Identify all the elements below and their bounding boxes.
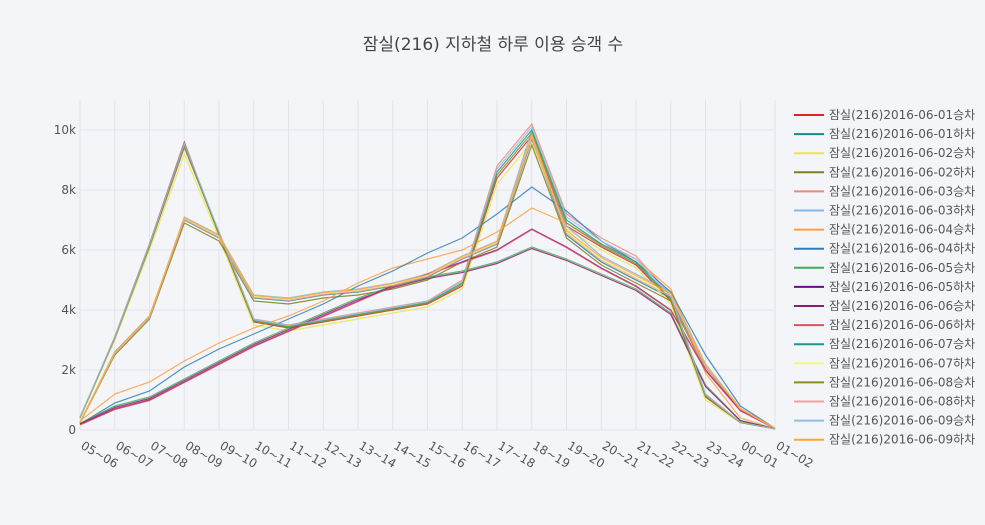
legend-item[interactable]: 잠실(216)2016-06-02승차: [794, 146, 975, 160]
legend-item[interactable]: 잠실(216)2016-06-09하차: [794, 433, 975, 447]
grid: [79, 100, 776, 431]
legend-label: 잠실(216)2016-06-02하차: [829, 165, 975, 179]
legend-label: 잠실(216)2016-06-06하차: [829, 318, 975, 332]
legend-item[interactable]: 잠실(216)2016-06-04승차: [794, 223, 975, 237]
legend-label: 잠실(216)2016-06-01하차: [829, 127, 975, 141]
legend-label: 잠실(216)2016-06-01승차: [829, 108, 975, 122]
legend-item[interactable]: 잠실(216)2016-06-07하차: [794, 356, 975, 370]
legend-item[interactable]: 잠실(216)2016-06-04하차: [794, 242, 975, 256]
legend-label: 잠실(216)2016-06-03하차: [829, 204, 975, 218]
legend-item[interactable]: 잠실(216)2016-06-08승차: [794, 375, 975, 389]
series-line: [79, 186, 776, 429]
legend-item[interactable]: 잠실(216)2016-06-02하차: [794, 165, 975, 179]
y-tick-label: 6k: [61, 243, 76, 257]
legend-item[interactable]: 잠실(216)2016-06-09승차: [794, 414, 975, 428]
series-line: [79, 140, 776, 430]
y-tick-label: 4k: [61, 303, 76, 317]
legend-label: 잠실(216)2016-06-08하차: [829, 395, 975, 409]
legend[interactable]: 잠실(216)2016-06-01승차잠실(216)2016-06-01하차잠실…: [794, 108, 975, 447]
legend-label: 잠실(216)2016-06-04승차: [829, 223, 975, 237]
legend-label: 잠실(216)2016-06-03승차: [829, 184, 975, 198]
series-line: [79, 134, 776, 429]
legend-label: 잠실(216)2016-06-06승차: [829, 299, 975, 313]
chart-title: 잠실(216) 지하철 하루 이용 승객 수: [363, 35, 623, 55]
series-line: [79, 135, 776, 429]
legend-item[interactable]: 잠실(216)2016-06-08하차: [794, 395, 975, 409]
legend-item[interactable]: 잠실(216)2016-06-03하차: [794, 204, 975, 218]
series-lines: [79, 122, 776, 430]
legend-item[interactable]: 잠실(216)2016-06-06하차: [794, 318, 975, 332]
y-tick-label: 2k: [61, 363, 76, 377]
legend-item[interactable]: 잠실(216)2016-06-06승차: [794, 299, 975, 313]
legend-label: 잠실(216)2016-06-09승차: [829, 414, 975, 428]
legend-item[interactable]: 잠실(216)2016-06-07승차: [794, 337, 975, 351]
legend-item[interactable]: 잠실(216)2016-06-01승차: [794, 108, 975, 122]
legend-item[interactable]: 잠실(216)2016-06-03승차: [794, 184, 975, 198]
legend-label: 잠실(216)2016-06-07하차: [829, 356, 975, 370]
series-line: [79, 125, 776, 430]
legend-item[interactable]: 잠실(216)2016-06-05하차: [794, 280, 975, 294]
series-line: [79, 207, 776, 430]
legend-label: 잠실(216)2016-06-05하차: [829, 280, 975, 294]
legend-label: 잠실(216)2016-06-08승차: [829, 375, 975, 389]
y-tick-label: 10k: [54, 123, 76, 137]
series-line: [79, 247, 776, 430]
series-line: [79, 132, 776, 429]
legend-label: 잠실(216)2016-06-02승차: [829, 146, 975, 160]
y-tick-label: 0: [68, 423, 76, 437]
legend-item[interactable]: 잠실(216)2016-06-01하차: [794, 127, 975, 141]
legend-item[interactable]: 잠실(216)2016-06-05승차: [794, 261, 975, 275]
series-line: [79, 143, 776, 429]
legend-label: 잠실(216)2016-06-09하차: [829, 433, 975, 447]
y-tick-label: 8k: [61, 183, 76, 197]
legend-label: 잠실(216)2016-06-07승차: [829, 337, 975, 351]
y-axis-ticks: 0 2k 4k 6k 8k 10k: [54, 123, 76, 437]
legend-label: 잠실(216)2016-06-04하차: [829, 242, 975, 256]
legend-label: 잠실(216)2016-06-05승차: [829, 261, 975, 275]
